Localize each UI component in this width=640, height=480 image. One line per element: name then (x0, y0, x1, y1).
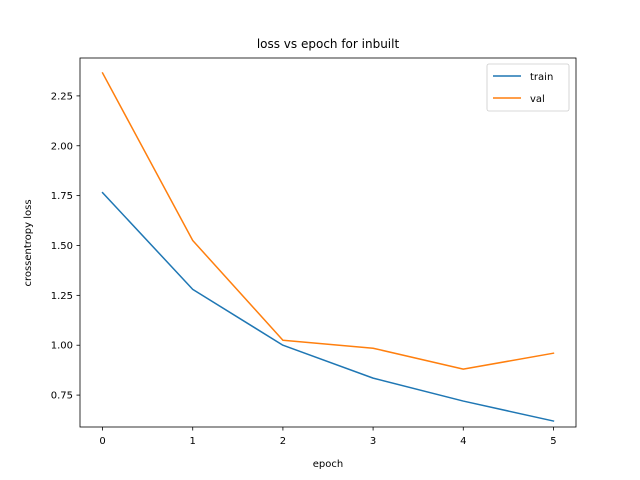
y-tick-label: 1.00 (51, 341, 73, 352)
x-tick-label: 1 (190, 436, 196, 447)
x-tick-label: 0 (99, 436, 105, 447)
y-tick-label: 2.25 (51, 91, 73, 102)
legend-box (486, 63, 570, 112)
y-tick-label: 0.75 (51, 391, 73, 402)
x-axis: 0 1 2 3 4 5 (99, 427, 557, 447)
series-line-train (101, 191, 555, 422)
series-lines (101, 71, 555, 422)
series-line-val (101, 71, 555, 370)
y-axis-title: crossentropy loss (23, 199, 34, 286)
y-tick-label: 1.25 (51, 291, 73, 302)
y-tick-label: 1.50 (51, 241, 73, 252)
chart-title: loss vs epoch for inbuilt (257, 37, 400, 51)
x-tick-label: 4 (460, 436, 466, 447)
y-tick-label: 2.00 (51, 141, 73, 152)
legend-label-val: val (530, 94, 545, 105)
legend: train val (486, 63, 570, 112)
y-tick-label: 1.75 (51, 191, 73, 202)
x-tick-label: 3 (370, 436, 376, 447)
x-axis-title: epoch (313, 459, 343, 470)
y-axis: 0.75 1.00 1.25 1.50 1.75 2.00 2.25 (51, 91, 80, 402)
x-tick-label: 5 (550, 436, 556, 447)
legend-label-train: train (530, 72, 553, 83)
x-tick-label: 2 (280, 436, 286, 447)
plot-frame (79, 57, 577, 428)
